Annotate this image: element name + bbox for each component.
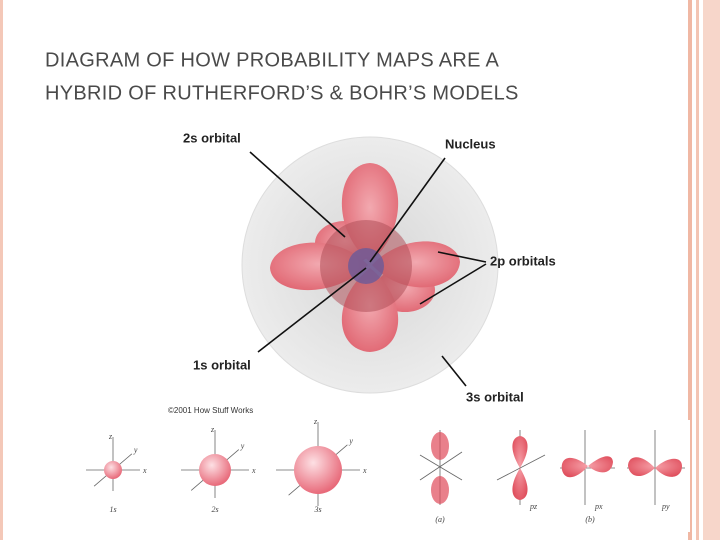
- axis-label: z: [108, 432, 113, 441]
- right-stripe: [688, 0, 692, 540]
- orbital-lobe: [628, 457, 682, 477]
- slide-title: HYBRID OF RUTHERFORD’S & BOHR’S MODELS: [45, 82, 519, 104]
- axis-label: y: [348, 437, 353, 446]
- caption: 3s: [313, 505, 321, 514]
- label: Nucleus: [445, 136, 496, 151]
- credit: ©2001 How Stuff Works: [168, 406, 253, 415]
- axis-label: z: [313, 417, 318, 426]
- axis-label: y: [133, 446, 138, 455]
- label: 3s orbital: [466, 389, 524, 404]
- s-orbital-row: z y x 1s z y x 2s z y x 3s: [86, 417, 367, 514]
- orbital-lobe: [431, 476, 449, 504]
- orbital-label: pz: [529, 502, 538, 511]
- left-border: [0, 0, 3, 540]
- axis-label: x: [251, 466, 256, 475]
- panel-label: (a): [435, 515, 445, 524]
- label: 1s orbital: [193, 357, 251, 372]
- caption: 2s: [211, 505, 218, 514]
- atom-diagram: 2s orbital Nucleus 2p orbitals 1s orbita…: [168, 130, 556, 415]
- leader-line: [257, 267, 367, 353]
- panel: [415, 420, 690, 532]
- orbital-label: py: [661, 502, 670, 511]
- panel-label: (b): [585, 515, 595, 524]
- axis-label: x: [142, 466, 147, 475]
- orbital-sphere: [104, 461, 122, 479]
- right-stripe: [703, 0, 720, 540]
- leader-line: [419, 263, 487, 305]
- leader-line: [369, 157, 446, 263]
- orbital-lobe: [431, 432, 449, 460]
- axis-label: z: [210, 425, 215, 434]
- label: 2s orbital: [183, 130, 241, 145]
- leader-line: [441, 355, 467, 387]
- orbital-lobe: [561, 456, 613, 478]
- caption: 1s: [109, 505, 116, 514]
- label: 2p orbitals: [490, 253, 556, 268]
- orbital-lobe: [512, 436, 528, 500]
- p-orbital-panel: (a) (b) pz px py: [415, 420, 690, 532]
- right-stripe: [696, 0, 699, 540]
- leader-line: [437, 251, 487, 263]
- leader-line: [249, 151, 346, 238]
- orbital-sphere: [294, 446, 342, 494]
- axis-label: y: [240, 441, 245, 450]
- orbital-sphere: [199, 454, 231, 486]
- axis-label: x: [362, 466, 367, 475]
- orbital-label: px: [594, 502, 603, 511]
- slide-title: DIAGRAM OF HOW PROBABILITY MAPS ARE A: [45, 49, 500, 71]
